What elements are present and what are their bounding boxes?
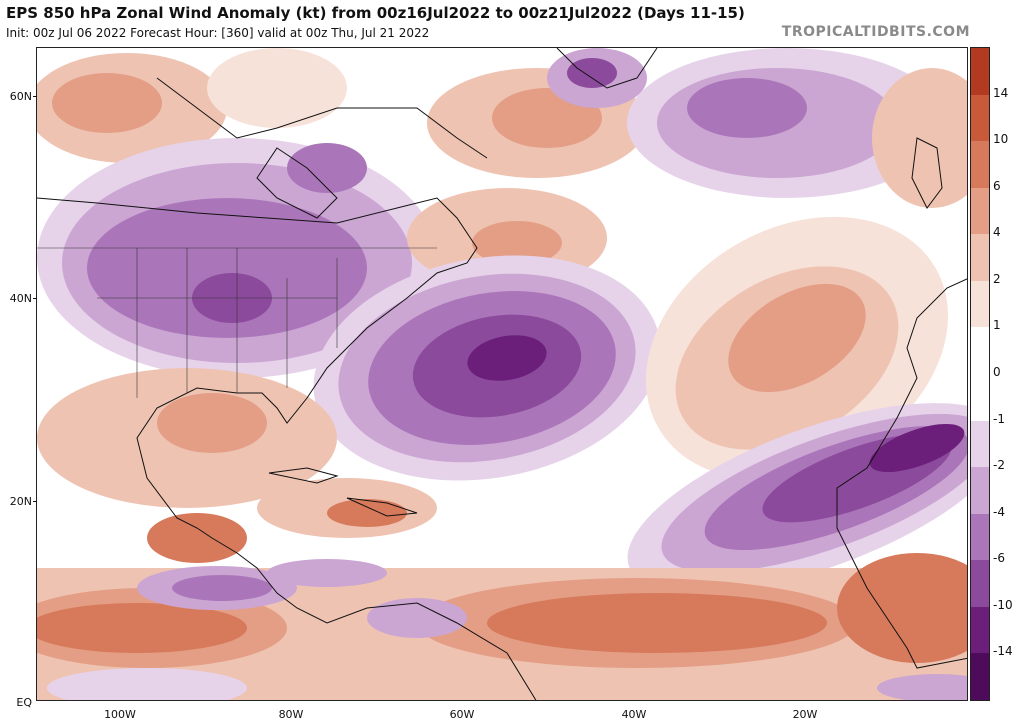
state-borders bbox=[37, 247, 437, 398]
positive-anomaly-north-canada bbox=[37, 48, 347, 163]
positive-anomaly-caribbean bbox=[37, 368, 437, 538]
negative-anomaly-central-atlantic bbox=[313, 255, 661, 481]
negative-anomaly-northeast-atlantic bbox=[627, 48, 967, 208]
colorbar-segment bbox=[971, 94, 989, 142]
colorbar-label: -1 bbox=[993, 411, 1005, 426]
colorbar-segment bbox=[971, 280, 989, 328]
colorbar-segment bbox=[971, 141, 989, 189]
colorbar-label: 0 bbox=[993, 365, 1001, 379]
colorbar-segment bbox=[971, 653, 989, 701]
negative-anomaly-central-america bbox=[47, 559, 967, 700]
lon-label-40w: 40W bbox=[621, 708, 647, 721]
lon-label-80w: 80W bbox=[278, 708, 304, 721]
colorbar-label: 6 bbox=[993, 178, 1001, 193]
brand-watermark: TROPICALTIDBITS.COM bbox=[781, 24, 970, 40]
colorbar-label: -4 bbox=[993, 504, 1005, 519]
lat-tick-20n bbox=[33, 501, 37, 502]
lon-label-100w: 100W bbox=[104, 708, 136, 721]
colorbar-label: -6 bbox=[993, 551, 1005, 566]
colorbar-label: 4 bbox=[993, 225, 1001, 240]
anomaly-map bbox=[36, 47, 968, 701]
negative-anomaly-tropical-east-atlantic bbox=[627, 403, 967, 593]
colorbar-label: 1 bbox=[993, 318, 1001, 333]
colorbar-label: 2 bbox=[993, 271, 1001, 286]
colorbar-segment bbox=[971, 606, 989, 654]
colorbar-segment bbox=[971, 48, 989, 96]
lat-label-60n: 60N bbox=[9, 90, 32, 103]
colorbar-label: -10 bbox=[993, 597, 1013, 612]
anomaly-field bbox=[37, 48, 967, 700]
colorbar bbox=[970, 47, 990, 701]
lat-label-20n: 20N bbox=[9, 495, 32, 508]
lat-tick-60n bbox=[33, 96, 37, 97]
lon-label-60w: 60W bbox=[449, 708, 475, 721]
colorbar-label: 14 bbox=[993, 85, 1009, 100]
colorbar-label: -2 bbox=[993, 458, 1005, 473]
lat-label-eq: EQ bbox=[16, 696, 32, 709]
lon-label-20w: 20W bbox=[792, 708, 818, 721]
colorbar-segment bbox=[971, 327, 989, 375]
colorbar-segment bbox=[971, 513, 989, 561]
map-subtitle: Init: 00z Jul 06 2022 Forecast Hour: [36… bbox=[6, 26, 430, 40]
colorbar-segment bbox=[971, 420, 989, 468]
colorbar-label: 10 bbox=[993, 132, 1009, 147]
colorbar-segment bbox=[971, 234, 989, 282]
colorbar-segment bbox=[971, 560, 989, 608]
lat-label-40n: 40N bbox=[9, 292, 32, 305]
colorbar-segment bbox=[971, 187, 989, 235]
colorbar-label: -14 bbox=[993, 644, 1013, 659]
map-title: EPS 850 hPa Zonal Wind Anomaly (kt) from… bbox=[6, 4, 745, 22]
colorbar-segment bbox=[971, 467, 989, 515]
colorbar-segment bbox=[971, 374, 989, 422]
lat-tick-40n bbox=[33, 298, 37, 299]
coastlines bbox=[37, 48, 967, 700]
